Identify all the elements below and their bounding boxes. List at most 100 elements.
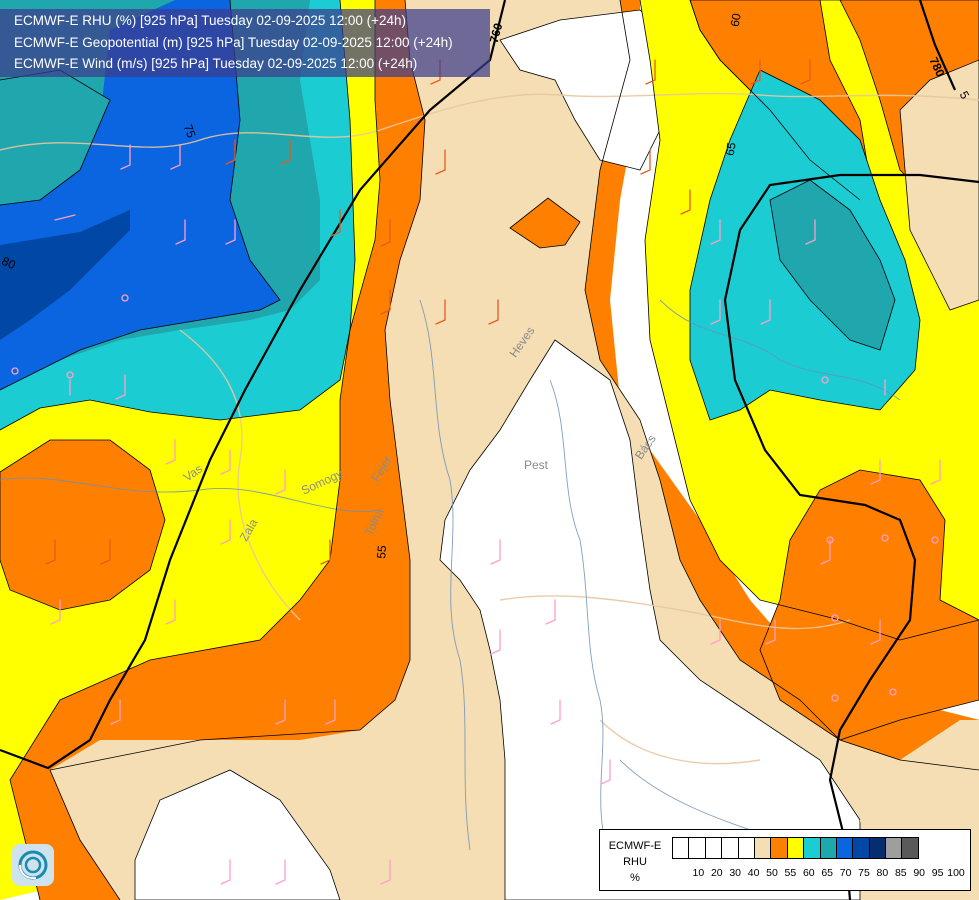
legend-tick: 50 — [766, 867, 778, 879]
rhu-tan-east-top — [899, 59, 979, 311]
wind-barb — [490, 629, 501, 655]
wind-barb — [750, 59, 761, 85]
legend-tick: 95 — [931, 867, 944, 879]
legend-unit: % — [630, 872, 640, 884]
wind-barb — [870, 619, 881, 645]
legend-tick: 55 — [784, 867, 797, 879]
title-wind: ECMWF-E Wind (m/s) [925 hPa] Tuesday 02-… — [14, 56, 418, 71]
legend-tick: 100 — [947, 867, 965, 879]
wind-barb — [380, 289, 391, 315]
wind-barb — [110, 699, 121, 725]
wind-barb — [220, 519, 231, 545]
legend-swatch — [737, 837, 755, 859]
rhu-teal-nw — [0, 70, 110, 205]
calm-wind-marker — [831, 694, 839, 702]
wind-barb — [800, 59, 811, 85]
wind-barb — [710, 219, 721, 245]
legend-swatch — [803, 837, 821, 859]
map-rivers — [0, 299, 901, 861]
rhu-white-north — [499, 9, 671, 171]
wind-barb — [600, 759, 611, 785]
rhu-white-southwest — [134, 769, 341, 900]
calm-wind-marker — [889, 688, 897, 696]
wind-barb — [220, 859, 231, 885]
wind-barb — [120, 144, 131, 170]
title-geopotential: ECMWF-E Geopotential (m) [925 hPa] Tuesd… — [14, 35, 453, 50]
rhu-darkblue-west — [0, 210, 130, 340]
wind-barb — [435, 149, 446, 175]
rhu-legend: ECMWF-E RHU % 10 20 30 40 50 55 60 65 70 75 80 85 90… — [599, 829, 971, 891]
wind-barb — [165, 439, 176, 465]
wind-barb — [50, 599, 61, 625]
legend-swatch — [901, 837, 919, 859]
wind-barb — [545, 599, 556, 625]
wind-barb — [380, 219, 391, 247]
wind-barb — [805, 219, 816, 245]
wind-barb — [225, 219, 236, 245]
wind-barb — [710, 299, 721, 325]
legend-swatch — [721, 837, 739, 859]
wind-barb — [930, 459, 941, 485]
legend-tick: 80 — [876, 867, 889, 879]
legend-tick-labels: 10 20 30 40 50 55 60 65 70 75 80 85 90 95 100 — [672, 867, 968, 881]
wind-barb — [54, 214, 76, 221]
wind-barb — [435, 299, 446, 325]
legend-tick: 85 — [894, 867, 907, 879]
legend-model: ECMWF-E — [608, 840, 662, 852]
wind-barb — [680, 189, 691, 215]
legend-swatch — [786, 837, 805, 859]
legend-swatch — [885, 837, 903, 859]
title-rhu: ECMWF-E RHU (%) [925 hPa] Tuesday 02-09-… — [14, 13, 407, 28]
contour-label-65: 65 — [722, 141, 739, 157]
wind-barb — [170, 144, 181, 170]
wind-barb — [175, 219, 186, 245]
contour-label-55: 55 — [374, 544, 390, 560]
wind-barb — [165, 599, 176, 625]
wind-barb — [220, 449, 231, 475]
calm-wind-marker — [826, 536, 834, 544]
wind-barb — [765, 619, 776, 645]
wind-barb — [760, 299, 771, 325]
wind-barb — [330, 209, 341, 237]
rhu-orange-east-blob — [759, 469, 979, 741]
wind-barbs — [11, 59, 941, 885]
legend-tick: 65 — [821, 867, 834, 879]
legend-tick: 75 — [858, 867, 870, 879]
wind-barb — [710, 619, 721, 645]
rhu-orange-west-blob — [0, 439, 166, 611]
legend-color-bar — [672, 837, 919, 859]
wind-barb — [275, 859, 286, 885]
wind-barb — [115, 374, 126, 400]
wind-barb — [380, 859, 391, 885]
ecmwf-swirl-icon — [12, 844, 54, 886]
calm-wind-marker — [66, 371, 74, 379]
wind-barb — [45, 539, 56, 565]
wind-barb — [550, 699, 561, 725]
legend-swatch — [688, 837, 706, 859]
wind-barb — [275, 699, 286, 725]
legend-swatch — [868, 837, 887, 859]
legend-swatch — [753, 837, 772, 859]
wind-barb — [870, 459, 881, 485]
calm-wind-marker — [831, 614, 839, 622]
wind-barb — [320, 539, 331, 565]
rhu-white-core — [439, 339, 861, 900]
legend-tick: 60 — [802, 867, 815, 879]
geopotential-contour-760 — [0, 0, 507, 770]
contour-label-60: 60 — [727, 12, 744, 28]
rhu-teal-east — [769, 179, 896, 351]
rhu-blue-west — [0, 0, 280, 390]
calm-wind-marker — [121, 294, 129, 302]
legend-tick: 70 — [839, 867, 852, 879]
geopotential-contour-780-top — [918, 0, 957, 91]
wind-barb — [275, 469, 286, 495]
wind-barb — [325, 699, 336, 725]
wind-barb — [820, 539, 831, 565]
legend-swatch — [835, 837, 854, 859]
calm-wind-marker — [931, 536, 939, 544]
legend-tick: 20 — [710, 867, 723, 879]
legend-tick: 10 — [692, 867, 705, 879]
legend-title: ECMWF-E RHU % — [604, 838, 666, 886]
